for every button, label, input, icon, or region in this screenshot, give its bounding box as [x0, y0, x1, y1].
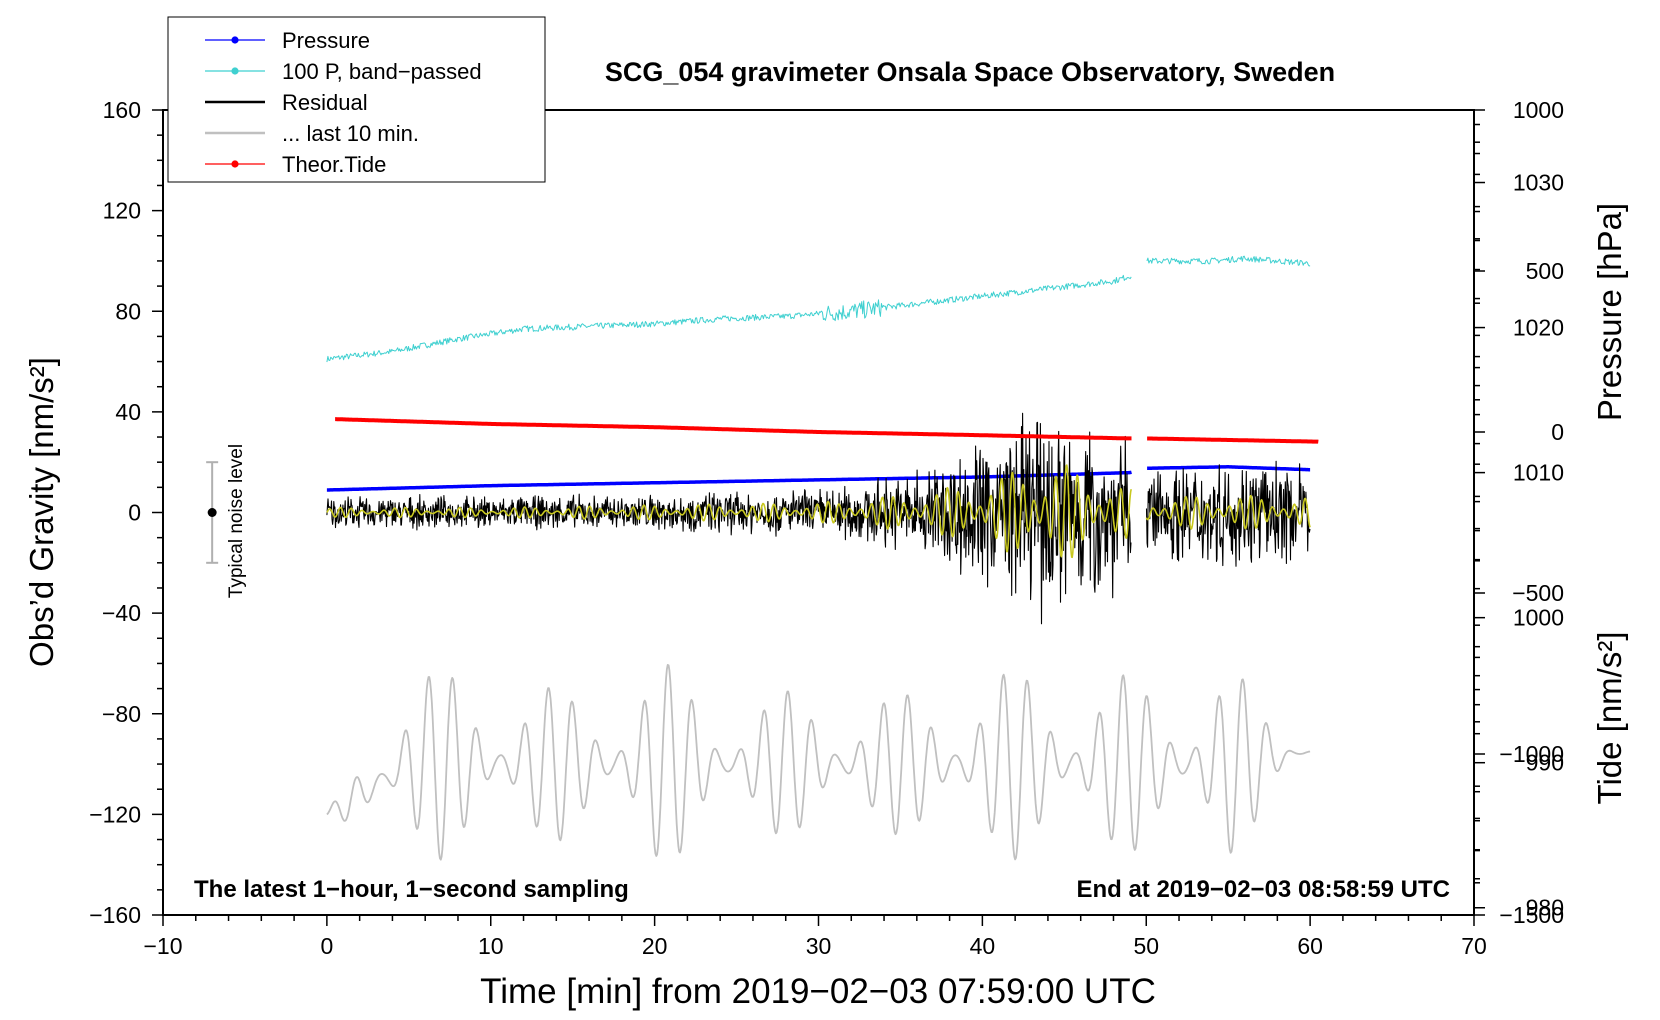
pressure-tick-label: 1000: [1513, 605, 1564, 631]
series-residual-filtered: [326, 464, 1311, 559]
legend-marker: [231, 160, 239, 168]
legend-marker: [231, 67, 239, 75]
legend-box: [167, 16, 546, 183]
x-tick-label: 70: [1461, 933, 1487, 959]
legend-label: ... last 10 min.: [282, 121, 419, 146]
noise-bar-center: [207, 508, 217, 517]
tide-tick-label: 0: [1551, 419, 1564, 445]
pressure-tick-label: 990: [1526, 750, 1564, 776]
y-tick-label: −40: [102, 600, 141, 626]
annotation-sampling: The latest 1−hour, 1−second sampling: [194, 876, 629, 903]
series-layer: [325, 255, 1320, 861]
y-tick-label: −120: [89, 801, 141, 827]
y-axis-label-left: Obs’d Gravity [nm/s²]: [23, 357, 60, 667]
pressure-tick-label: 1030: [1513, 170, 1564, 196]
x-tick-label: 10: [478, 933, 504, 959]
series-theor-tide: [333, 417, 1320, 444]
legend-label: Pressure: [282, 28, 370, 53]
x-tick-label: 40: [970, 933, 996, 959]
legend-label: Residual: [282, 90, 368, 115]
tide-tick-label: 1000: [1513, 97, 1564, 123]
series-100-p-band-passed: [326, 255, 1311, 363]
y-axis-tide: 1000 500 0 −500 −1000 −1500: [1474, 97, 1564, 928]
x-tick-label: 60: [1297, 933, 1323, 959]
legend-label: 100 P, band−passed: [282, 59, 482, 84]
y-axis-label-tide: Tide [nm/s²]: [1591, 632, 1628, 805]
y-tick-label: −160: [89, 902, 141, 928]
y-tick-label: 80: [115, 298, 141, 324]
tide-tick-label: 500: [1526, 258, 1564, 284]
legend-marker: [231, 36, 239, 44]
y-tick-label: 160: [103, 97, 141, 123]
pressure-tick-label: 980: [1526, 895, 1564, 921]
legend-label: Theor.Tide: [282, 152, 386, 177]
legend: Pressure 100 P, band−passed Residual ... la…: [167, 16, 546, 183]
tide-tick-label: −500: [1512, 580, 1564, 606]
x-axis: −10 0 10 20 30 40 50 60 70: [143, 915, 1487, 959]
noise-level-marker: [206, 461, 219, 564]
series-residual: [326, 412, 1311, 625]
series-last-10-min: [326, 664, 1311, 861]
y-tick-label: 40: [115, 399, 141, 425]
x-tick-label: 50: [1133, 933, 1159, 959]
x-axis-label: Time [min] from 2019−02−03 07:59:00 UTC: [480, 972, 1156, 1011]
annotation-end-time: End at 2019−02−03 08:58:59 UTC: [1076, 876, 1450, 903]
x-tick-label: 30: [806, 933, 832, 959]
y-axis-label-pressure: Pressure [hPa]: [1591, 203, 1628, 421]
noise-level-label: Typical noise level: [226, 444, 247, 598]
x-tick-label: 0: [320, 933, 333, 959]
chart-title: SCG_054 gravimeter Onsala Space Observat…: [605, 57, 1335, 87]
y-axis-left: 160 120 80 40 0 −40 −80 −120 −160: [89, 97, 163, 928]
y-tick-label: 120: [103, 198, 141, 224]
pressure-tick-label: 1020: [1513, 315, 1564, 341]
y-tick-label: 0: [128, 500, 141, 526]
pressure-tick-label: 1010: [1513, 460, 1564, 486]
x-tick-label: −10: [143, 933, 182, 959]
y-tick-label: −80: [102, 701, 141, 727]
tide-tick-label: −1000: [1499, 741, 1564, 767]
y-axis-pressure: 1030 1020 1010 1000 990 980: [1474, 123, 1564, 921]
x-tick-label: 20: [642, 933, 668, 959]
tide-tick-label: −1500: [1499, 902, 1564, 928]
